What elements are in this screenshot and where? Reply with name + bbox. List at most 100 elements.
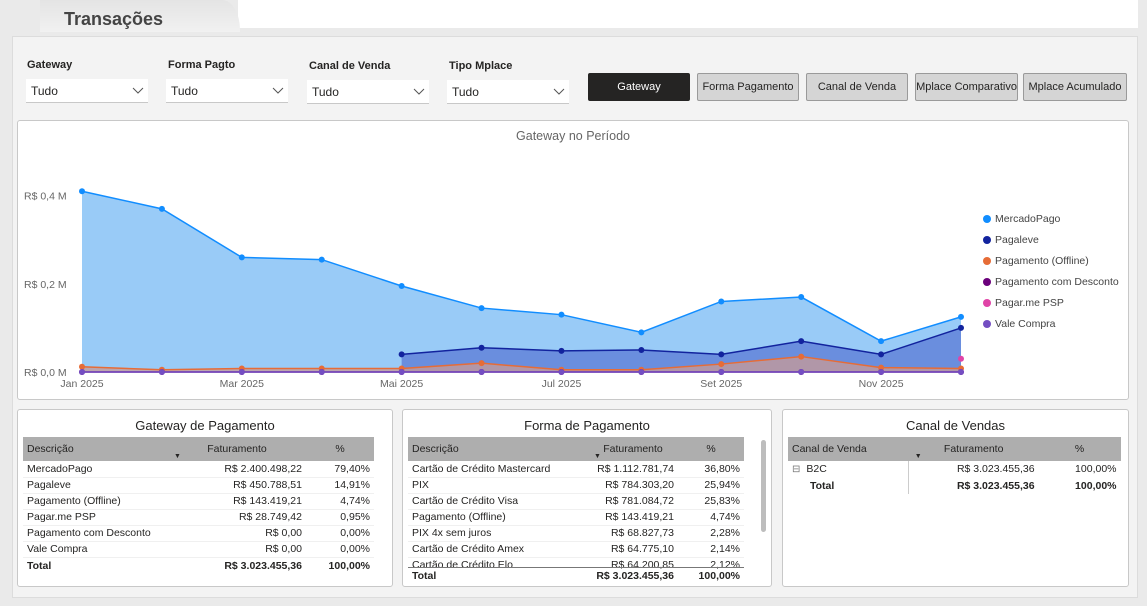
- page-tab[interactable]: [40, 0, 240, 32]
- table-row[interactable]: Pagamento com Desconto R$ 0,00 0,00%: [23, 525, 374, 542]
- legend-item-vale-compra[interactable]: Vale Compra: [983, 318, 1056, 330]
- canal-table-panel: Canal de Vendas Canal de Venda Faturamen…: [782, 409, 1129, 587]
- col-header-percent[interactable]: %: [1038, 437, 1121, 461]
- table-row[interactable]: ⊟ B2C R$ 3.023.455,36 100,00%: [788, 461, 1121, 477]
- slicer-tipo-mplace-dropdown[interactable]: Tudo: [447, 80, 569, 104]
- cell-percent: 0,00%: [306, 525, 374, 542]
- forma-table-scroll-area[interactable]: Descrição Faturamento ▼ % Cartão de Crédi…: [408, 437, 744, 569]
- table-row[interactable]: Vale Compra R$ 0,00 0,00%: [23, 541, 374, 558]
- data-point-pagaleve: [878, 351, 885, 358]
- cell-percent: 0,00%: [306, 541, 374, 558]
- legend-dot-icon: [983, 257, 991, 265]
- col-header-descricao[interactable]: Descrição: [23, 437, 168, 461]
- cell-faturamento: R$ 64.775,10: [588, 541, 678, 558]
- legend-item-pagar-me-psp[interactable]: Pagar.me PSP: [983, 297, 1064, 309]
- canal-table: Canal de Venda Faturamento ▼ % ⊟ B2C R$ 3.…: [788, 437, 1121, 494]
- nav-button-mplace-acumulado[interactable]: Mplace Acumulado: [1023, 73, 1127, 101]
- cell-faturamento: R$ 784.303,20: [588, 477, 678, 494]
- table-total-row: Total R$ 3.023.455,36 100,00%: [788, 477, 1121, 494]
- slicer-label-tipo-mplace: Tipo Mplace: [449, 60, 513, 72]
- cell-descricao: Pagamento (Offline): [408, 509, 588, 526]
- data-point-vale-compra: [79, 369, 85, 375]
- table-row[interactable]: PIX R$ 784.303,20 25,94%: [408, 477, 744, 494]
- nav-button-forma-pagamento[interactable]: Forma Pagamento: [697, 73, 799, 101]
- table-row[interactable]: PIX 4x sem juros R$ 68.827,73 2,28%: [408, 525, 744, 542]
- col-header-percent[interactable]: %: [306, 437, 374, 461]
- total-percent: 100,00%: [306, 556, 374, 574]
- nav-button-canal-venda[interactable]: Canal de Venda: [806, 73, 908, 101]
- table-row[interactable]: Cartão de Crédito Elo R$ 64.200,85 2,12%: [408, 557, 744, 569]
- cell-faturamento: R$ 450.788,51: [168, 477, 306, 494]
- cell-descricao: Cartão de Crédito Mastercard: [408, 461, 588, 478]
- vertical-scrollbar[interactable]: [761, 440, 766, 532]
- data-point-vale-compra: [638, 369, 645, 375]
- data-point-vale-compra: [718, 369, 725, 375]
- col-header-canal-venda[interactable]: Canal de Venda: [788, 437, 909, 461]
- data-point-vale-compra: [958, 369, 964, 375]
- y-tick-label: R$ 0,0 M: [24, 367, 67, 379]
- legend-label: Pagamento (Offline): [995, 255, 1089, 267]
- slicer-canal-venda-dropdown[interactable]: Tudo: [307, 80, 429, 104]
- data-point-mercadopago: [158, 205, 165, 212]
- sort-descending-icon: ▼: [914, 453, 922, 460]
- data-point-pagamento-offline: [798, 353, 805, 360]
- slicer-label-canal-venda: Canal de Venda: [309, 60, 391, 72]
- table-row[interactable]: MercadoPago R$ 2.400.498,22 79,40%: [23, 461, 374, 478]
- col-header-faturamento[interactable]: Faturamento ▼: [168, 437, 306, 461]
- table-row[interactable]: Cartão de Crédito Amex R$ 64.775,10 2,14%: [408, 541, 744, 558]
- data-point-vale-compra: [318, 369, 325, 375]
- nav-button-mplace-comparativo[interactable]: Mplace Comparativo: [915, 73, 1018, 101]
- legend-item-mercadopago[interactable]: MercadoPago: [983, 213, 1060, 225]
- table-row[interactable]: Pagamento (Offline) R$ 143.419,21 4,74%: [23, 493, 374, 510]
- cell-percent: 2,14%: [678, 541, 744, 558]
- col-header-descricao[interactable]: Descrição: [408, 437, 588, 461]
- legend-item-pagamento-offline[interactable]: Pagamento (Offline): [983, 255, 1089, 267]
- data-point-mercadopago: [398, 283, 405, 290]
- cell-percent: 36,80%: [678, 461, 744, 478]
- cell-faturamento: R$ 0,00: [168, 541, 306, 558]
- cell-faturamento: R$ 781.084,72: [588, 493, 678, 510]
- data-point-mercadopago: [718, 298, 725, 305]
- series-area-mercadopago: [82, 191, 961, 372]
- table-row[interactable]: Cartão de Crédito Mastercard R$ 1.112.781…: [408, 461, 744, 478]
- table-row[interactable]: Pagaleve R$ 450.788,51 14,91%: [23, 477, 374, 494]
- series-line-mercadopago: [81, 190, 962, 342]
- data-point-pagaleve: [718, 351, 725, 358]
- slicer-forma-pagto-dropdown[interactable]: Tudo: [166, 79, 288, 103]
- cell-descricao: MercadoPago: [23, 461, 168, 478]
- cell-faturamento: R$ 2.400.498,22: [168, 461, 306, 478]
- col-header-faturamento[interactable]: Faturamento ▼: [588, 437, 678, 461]
- data-point-mercadopago: [558, 311, 565, 318]
- legend-item-pagaleve[interactable]: Pagaleve: [983, 234, 1039, 246]
- nav-button-gateway[interactable]: Gateway: [588, 73, 690, 101]
- data-point-pagamento-offline: [718, 361, 725, 368]
- table-row[interactable]: Pagar.me PSP R$ 28.749,42 0,95%: [23, 509, 374, 526]
- cell-faturamento: R$ 28.749,42: [168, 509, 306, 526]
- top-bar: [238, 0, 1138, 28]
- data-point-pagaleve: [558, 347, 565, 354]
- data-point-vale-compra: [398, 369, 405, 375]
- cell-faturamento: R$ 68.827,73: [588, 525, 678, 542]
- total-label: Total: [788, 477, 910, 494]
- legend-label: Pagar.me PSP: [995, 297, 1064, 309]
- data-point-mercadopago: [878, 338, 885, 345]
- gateway-table-body: MercadoPago R$ 2.400.498,22 79,40% Pagaleve…: [23, 461, 374, 574]
- data-point-pagamento-offline: [478, 360, 485, 367]
- gateway-table-panel: Gateway de Pagamento Descrição Faturamen…: [17, 409, 393, 587]
- chevron-down-icon: [272, 87, 284, 94]
- forma-table-panel: Forma de Pagamento Descrição Faturamento…: [402, 409, 772, 587]
- col-header-faturamento[interactable]: Faturamento ▼: [908, 437, 1039, 461]
- data-point-pagaleve: [478, 344, 485, 351]
- sort-descending-icon: ▼: [174, 453, 181, 460]
- collapse-icon[interactable]: ⊟: [792, 464, 801, 475]
- cell-descricao: Pagaleve: [23, 477, 168, 494]
- table-row[interactable]: Cartão de Crédito Visa R$ 781.084,72 25,83…: [408, 493, 744, 510]
- col-header-percent[interactable]: %: [678, 437, 744, 461]
- legend-item-pagamento-com-desconto[interactable]: Pagamento com Desconto: [983, 276, 1119, 288]
- total-faturamento: R$ 3.023.455,36: [956, 479, 1035, 492]
- chart-title: Gateway no Período: [516, 129, 630, 143]
- slicer-gateway-dropdown[interactable]: Tudo: [26, 79, 148, 103]
- table-row[interactable]: Pagamento (Offline) R$ 143.419,21 4,74%: [408, 509, 744, 526]
- legend-label: MercadoPago: [995, 213, 1061, 225]
- series-area-pagamento-offline: [82, 356, 961, 372]
